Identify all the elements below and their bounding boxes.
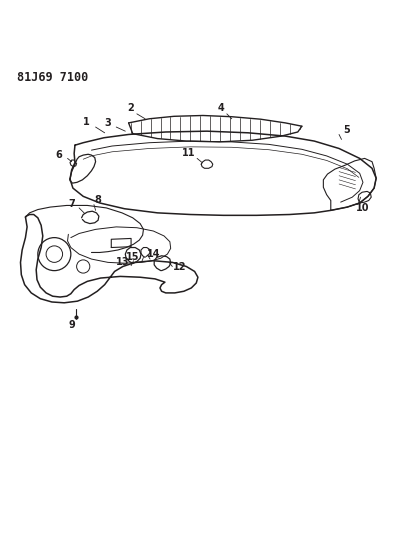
Text: 9: 9 bbox=[68, 320, 75, 330]
Text: 10: 10 bbox=[355, 203, 369, 213]
Text: 11: 11 bbox=[182, 149, 195, 158]
Text: 6: 6 bbox=[55, 150, 62, 160]
Text: 81J69 7100: 81J69 7100 bbox=[17, 70, 88, 84]
Text: 2: 2 bbox=[127, 103, 134, 114]
Text: 8: 8 bbox=[95, 196, 101, 206]
Text: 7: 7 bbox=[68, 199, 75, 209]
Text: 4: 4 bbox=[217, 103, 224, 114]
Text: 12: 12 bbox=[173, 262, 186, 271]
Text: 13: 13 bbox=[116, 256, 129, 266]
Text: 15: 15 bbox=[126, 252, 139, 262]
Text: 14: 14 bbox=[147, 249, 161, 259]
Text: 5: 5 bbox=[342, 125, 349, 134]
Text: 3: 3 bbox=[104, 118, 111, 128]
Text: 1: 1 bbox=[83, 117, 90, 127]
